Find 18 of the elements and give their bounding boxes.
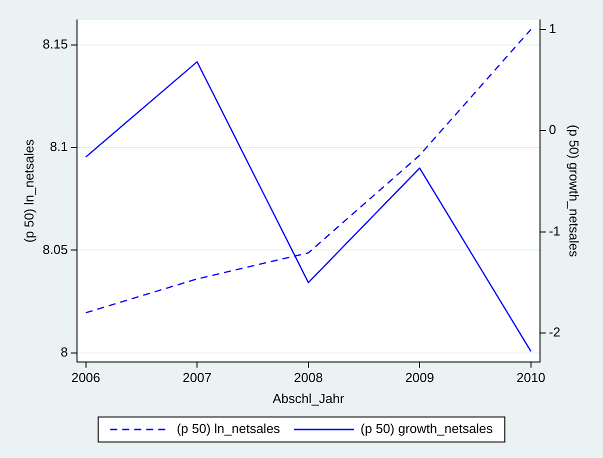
x-tick-label: 2007 (182, 370, 212, 386)
y2-tick-label: 0 (548, 122, 556, 138)
y-tick-label: 8.15 (42, 36, 68, 52)
y2-tick-label: -2 (548, 324, 560, 340)
y2-tick-label: 1 (548, 20, 556, 36)
x-axis-title: Abschl_Jahr (272, 390, 345, 406)
x-tick-label: 2006 (71, 370, 100, 386)
legend-label: (p 50) growth_netsales (360, 421, 494, 436)
y-tick-label: 8.05 (42, 242, 68, 257)
x-tick-label: 2008 (294, 370, 323, 386)
legend-label: (p 50) ln_netsales (176, 421, 281, 436)
y-tick-label: 8.1 (50, 139, 68, 154)
x-tick-label: 2009 (405, 370, 434, 386)
y2-tick-label: -1 (548, 223, 560, 238)
y2-axis-title: (p 50) growth_netsales (566, 124, 582, 258)
y-tick-label: 8 (60, 344, 68, 360)
x-tick-label: 2010 (516, 370, 546, 386)
y-axis-title: (p 50) ln_netsales (21, 138, 36, 243)
